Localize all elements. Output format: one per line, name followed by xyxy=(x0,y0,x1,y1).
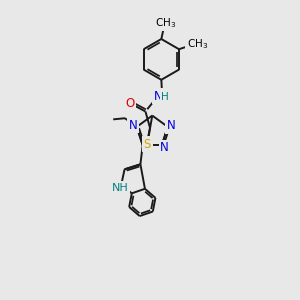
Text: CH$_3$: CH$_3$ xyxy=(155,16,176,30)
Text: CH$_3$: CH$_3$ xyxy=(187,37,208,51)
Text: H: H xyxy=(161,92,169,102)
Text: N: N xyxy=(167,119,176,132)
Text: N: N xyxy=(160,141,169,154)
Text: NH: NH xyxy=(112,183,128,193)
Text: O: O xyxy=(125,97,134,110)
Text: S: S xyxy=(144,138,151,151)
Text: N: N xyxy=(154,90,162,103)
Text: N: N xyxy=(129,118,138,131)
